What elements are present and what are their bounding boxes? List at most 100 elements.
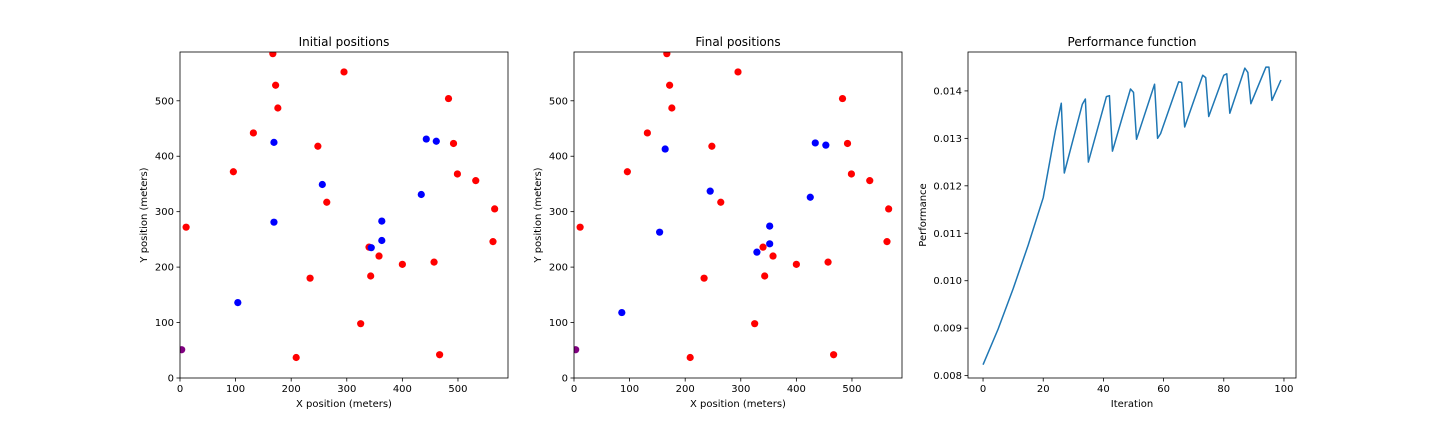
plot-data (982, 66, 1282, 366)
y-tick-label: 0.012 (933, 181, 962, 192)
y-tick-label: 0 (168, 374, 174, 385)
chart-title: Initial positions (299, 35, 390, 49)
data-point (436, 351, 444, 359)
data-point (292, 353, 300, 362)
plot-frame (573, 51, 903, 379)
data-point (574, 346, 580, 354)
x-tick-label: 300 (731, 384, 750, 395)
data-point (769, 252, 777, 260)
data-point (885, 205, 893, 213)
data-point (824, 258, 832, 266)
x-tick-label: 0 (980, 384, 986, 395)
y-tick-label: 500 (549, 96, 568, 107)
data-point (398, 260, 406, 268)
x-tick-label: 60 (1157, 384, 1170, 395)
y-tick-label: 300 (155, 207, 174, 218)
data-point (666, 81, 674, 89)
data-point (618, 308, 626, 317)
data-point (700, 274, 708, 282)
chart-panel-2: Final positions 0 100 200 300 400 500 0 100 200 30… (533, 35, 903, 410)
data-point (766, 222, 774, 230)
data-point (314, 142, 322, 150)
x-tick-label: 200 (676, 384, 695, 395)
plot-data (574, 52, 893, 362)
data-point (686, 353, 694, 362)
x-tick-label: 40 (1097, 384, 1110, 395)
x-tick-label: 100 (226, 384, 245, 395)
data-point (838, 94, 847, 103)
data-point (792, 260, 800, 268)
data-point (472, 177, 480, 185)
x-tick-label: 100 (1274, 384, 1293, 395)
y-tick-label: 400 (549, 152, 568, 163)
x-tick-label: 400 (787, 384, 806, 395)
data-point (453, 170, 462, 178)
data-point (623, 168, 631, 176)
x-tick-label: 100 (620, 384, 639, 395)
data-point (668, 104, 676, 112)
plot-frame (179, 51, 509, 379)
y-tick-label: 100 (549, 318, 568, 329)
data-point (866, 177, 874, 185)
x-axis-label: X position (meters) (690, 399, 786, 410)
data-point (811, 139, 819, 147)
x-axis-label: X position (meters) (296, 399, 392, 410)
plot-frame (967, 51, 1297, 379)
data-point (491, 205, 499, 213)
data-point (717, 198, 725, 206)
chart-title: Final positions (695, 35, 780, 49)
data-point (357, 320, 365, 328)
data-point (422, 135, 430, 143)
data-point (489, 238, 497, 246)
data-point (822, 141, 830, 149)
series-line (982, 66, 1282, 366)
data-point (576, 223, 584, 231)
y-tick-label: 500 (155, 96, 174, 107)
data-point (182, 223, 190, 231)
data-point (270, 218, 278, 226)
y-tick-label: 200 (155, 263, 174, 274)
data-point (847, 170, 856, 178)
data-point (449, 139, 458, 148)
data-point (375, 252, 383, 260)
chart-title: Performance function (1068, 35, 1197, 49)
y-tick-label: 0.010 (933, 276, 962, 287)
data-point (340, 68, 348, 76)
x-tick-label: 20 (1037, 384, 1050, 395)
x-tick-label: 0 (177, 384, 183, 395)
y-tick-label: 400 (155, 152, 174, 163)
y-axis-label: Y position (meters) (533, 167, 544, 263)
data-point (180, 346, 186, 354)
y-tick-label: 0.008 (933, 371, 962, 382)
data-point (766, 240, 774, 248)
data-point (378, 236, 386, 245)
data-point (759, 243, 767, 251)
data-point (830, 351, 838, 359)
data-point (661, 145, 669, 153)
data-point (751, 320, 759, 328)
y-tick-label: 0.011 (933, 229, 962, 240)
data-point (663, 52, 671, 58)
data-point (656, 228, 664, 236)
x-tick-label: 200 (282, 384, 301, 395)
data-point (432, 137, 440, 145)
x-tick-label: 300 (337, 384, 356, 395)
data-point (806, 193, 814, 201)
x-tick-label: 500 (842, 384, 861, 395)
data-point (843, 139, 852, 148)
data-point (274, 104, 282, 112)
data-point (753, 248, 761, 256)
data-point (306, 274, 314, 282)
y-tick-label: 0 (562, 374, 568, 385)
y-tick-label: 0.009 (933, 324, 962, 335)
y-axis-label: Performance (918, 183, 929, 246)
x-axis-label: Iteration (1111, 399, 1153, 410)
data-point (318, 180, 326, 189)
data-point (323, 198, 331, 206)
data-point (643, 129, 651, 137)
data-point (229, 168, 237, 176)
x-tick-label: 80 (1217, 384, 1230, 395)
y-axis-label: Y position (meters) (139, 167, 150, 263)
data-point (761, 272, 769, 280)
